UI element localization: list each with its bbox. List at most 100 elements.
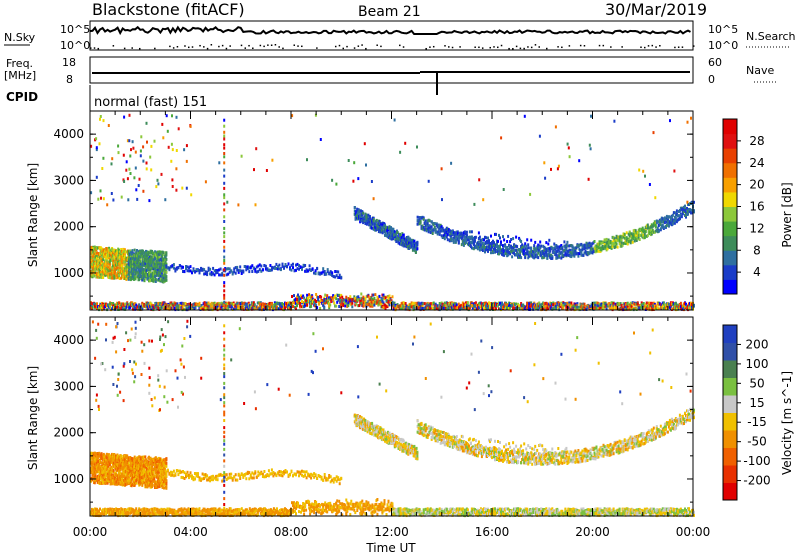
data-cell: [297, 293, 299, 297]
cpid-label: CPID: [6, 90, 38, 104]
data-cell: [487, 236, 489, 240]
data-cell: [123, 261, 126, 265]
data-cell: [450, 237, 453, 241]
data-cell: [186, 265, 189, 269]
data-cell: [539, 303, 542, 307]
noise-dot: [123, 47, 126, 50]
data-cell: [488, 239, 490, 243]
data-cell: [548, 238, 551, 242]
data-cell: [189, 269, 192, 273]
data-cell: [353, 295, 356, 299]
data-cell: [351, 301, 354, 305]
data-cell: [236, 265, 239, 269]
data-cell: [552, 301, 555, 305]
data-cell: [422, 226, 425, 229]
data-cell: [92, 247, 95, 251]
data-cell: [96, 302, 98, 306]
data-cell: [138, 303, 141, 307]
data-cell: [202, 307, 205, 311]
freq-unit-label: [MHz]: [4, 69, 36, 82]
data-cell: [396, 231, 399, 235]
data-cell: [395, 240, 398, 243]
data-cell: [94, 272, 97, 276]
data-cell: [237, 269, 240, 273]
station-title: Blackstone (fitACF): [92, 0, 245, 19]
data-cell: [407, 304, 410, 308]
data-cell: [389, 227, 392, 231]
noise-dot: [278, 46, 280, 48]
data-cell: [509, 252, 512, 256]
data-cell: [113, 276, 116, 280]
data-cell: [102, 255, 105, 259]
data-cell: [642, 302, 645, 305]
data-cell: [419, 219, 422, 223]
data-cell: [105, 262, 108, 266]
data-cell: [402, 233, 405, 237]
data-cell: [96, 271, 98, 275]
data-cell: [308, 293, 311, 297]
data-cell: [148, 251, 150, 255]
data-cell: [355, 210, 358, 214]
data-cell: [337, 276, 340, 279]
noise-dot: [489, 46, 491, 49]
data-cell: [365, 215, 368, 219]
data-cell: [93, 261, 96, 265]
data-cell: [411, 248, 414, 252]
data-cell: [365, 217, 368, 221]
data-cell: [414, 301, 417, 305]
noise-dot: [500, 44, 503, 47]
data-cell: [123, 275, 126, 279]
data-cell: [354, 217, 357, 221]
noise-dot: [508, 47, 510, 50]
data-cell: [244, 304, 247, 308]
data-cell: [101, 272, 104, 276]
data-cell: [141, 307, 144, 311]
data-cell: [487, 306, 489, 310]
noise-tick-bottom-left: 10^0: [60, 39, 90, 52]
data-cell: [423, 221, 426, 225]
data-cell: [473, 305, 476, 309]
data-cell: [141, 278, 144, 282]
data-cell: [645, 301, 648, 305]
data-cell: [438, 302, 441, 305]
data-cell: [119, 263, 122, 267]
noise-dot: [240, 44, 243, 47]
data-cell: [316, 306, 319, 310]
data-cell: [118, 301, 121, 305]
data-cell: [301, 267, 303, 271]
data-cell: [299, 301, 301, 305]
data-cell: [283, 266, 285, 270]
data-cell: [549, 304, 552, 308]
data-cell: [306, 293, 309, 297]
data-cell: [382, 293, 385, 297]
data-cell: [537, 256, 540, 260]
data-cell: [281, 305, 283, 309]
data-cell: [301, 296, 303, 299]
data-cell: [114, 249, 117, 253]
data-cell: [476, 247, 479, 251]
data-cell: [368, 296, 371, 300]
data-cell: [481, 307, 484, 311]
data-cell: [629, 301, 632, 305]
data-cell: [494, 246, 496, 250]
data-cell: [292, 266, 294, 270]
data-cell: [503, 238, 506, 242]
data-cell: [353, 209, 356, 213]
data-cell: [468, 304, 471, 308]
data-cell: [417, 306, 420, 310]
data-cell: [203, 268, 206, 272]
noise-dot: [138, 47, 141, 50]
noise-dot: [267, 44, 269, 46]
data-cell: [416, 241, 419, 245]
data-cell: [495, 307, 497, 311]
data-cell: [402, 241, 405, 245]
noise-panel-frame: [89, 20, 694, 51]
data-cell: [593, 301, 596, 305]
data-cell: [123, 256, 126, 260]
data-cell: [302, 263, 305, 267]
data-cell: [168, 268, 171, 272]
data-cell: [446, 238, 449, 242]
data-cell: [542, 252, 545, 256]
data-cell: [131, 252, 134, 256]
